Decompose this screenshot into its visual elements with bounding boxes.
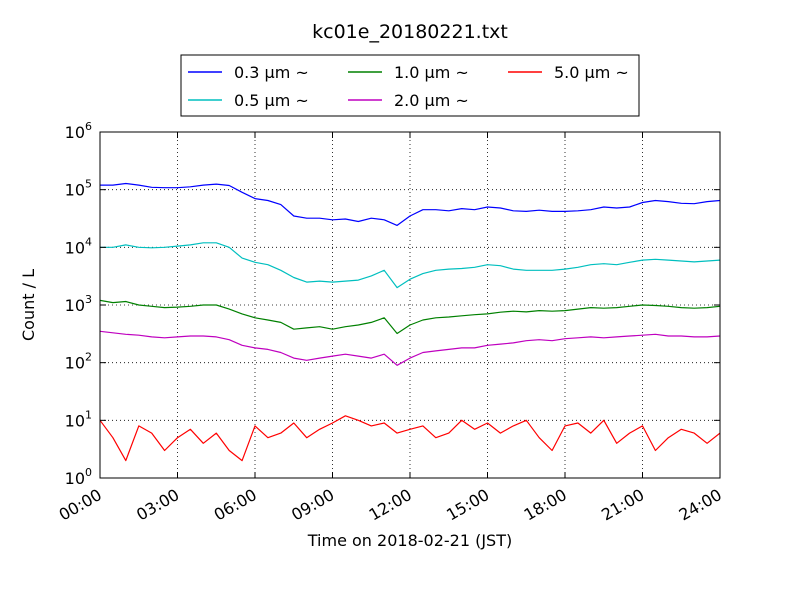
- legend-label-3: 1.0 μm ~: [394, 63, 469, 82]
- plot-area: 00:00 03:00 06:00 09:00 12:00 15:00 18:00 21:00…: [56, 120, 725, 525]
- y-tick-label: 102: [65, 351, 92, 373]
- y-tick-label: 106: [65, 120, 92, 142]
- legend-label-1: 0.3 μm ~: [234, 63, 309, 82]
- legend: 0.3 μm ~ 0.5 μm ~ 1.0 μm ~ 2.0 μm ~ 5.0 μm ~: [180, 54, 640, 117]
- legend-label-2: 0.5 μm ~: [234, 91, 309, 110]
- y-axis-label: Count / L: [19, 269, 38, 341]
- y-tick-label: 105: [65, 178, 92, 200]
- series-line-3: [100, 299, 720, 335]
- legend-box: [180, 54, 640, 117]
- series-line-4: [100, 330, 720, 366]
- series-line-5: [100, 415, 720, 462]
- y-tick-label: 100: [65, 466, 92, 488]
- y-tick-label: 101: [65, 408, 92, 430]
- x-axis-label: Time on 2018-02-21 (JST): [307, 531, 512, 550]
- chart-title: kc01e_20180221.txt: [312, 21, 508, 43]
- series-line-2: [100, 242, 720, 289]
- legend-label-5: 5.0 μm ~: [554, 63, 629, 82]
- series-line-1: [100, 182, 720, 226]
- series-group: [100, 182, 720, 462]
- y-tick-label: 104: [65, 235, 92, 257]
- legend-label-4: 2.0 μm ~: [394, 91, 469, 110]
- y-tick-label: 103: [65, 293, 92, 315]
